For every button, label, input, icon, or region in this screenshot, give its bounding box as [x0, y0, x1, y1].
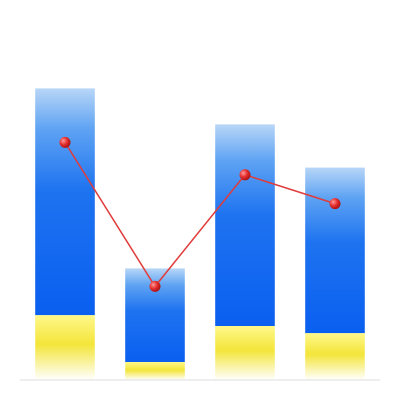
bar-base-2 [125, 362, 185, 380]
line-marker-1 [59, 136, 71, 148]
bar-base-1 [35, 315, 95, 380]
line-marker-2 [149, 280, 161, 292]
bars-layer [35, 88, 365, 380]
bar-main-3 [215, 124, 275, 327]
bar-base-3 [215, 326, 275, 380]
series-line [64, 142, 336, 288]
bar-main-1 [35, 88, 95, 316]
line-layer [64, 142, 336, 288]
line-marker-4 [329, 198, 341, 210]
markers-layer [59, 136, 341, 292]
bar-main-4 [305, 167, 365, 334]
bar-base-4 [305, 333, 365, 380]
line-marker-3 [239, 169, 251, 181]
